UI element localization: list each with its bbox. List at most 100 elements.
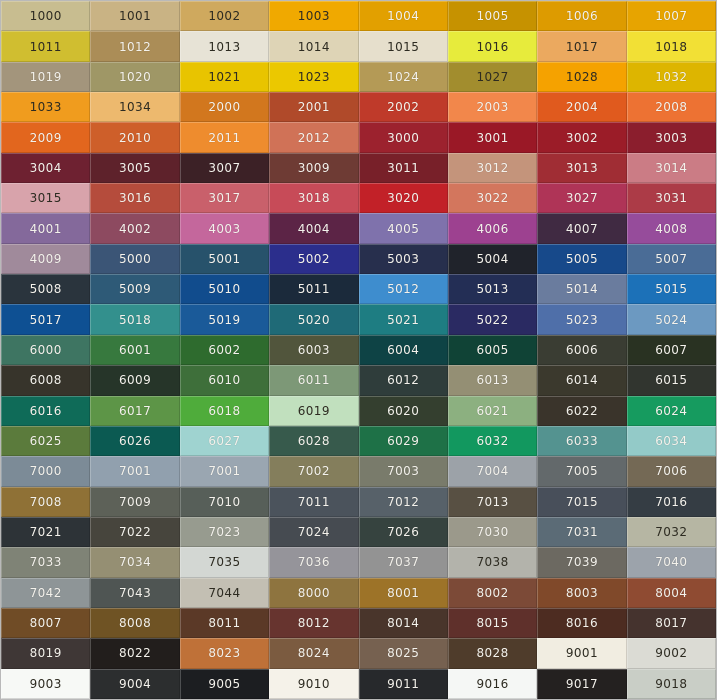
color-swatch-7042[interactable]: 7042: [1, 577, 91, 608]
color-swatch-1028[interactable]: 1028: [537, 61, 627, 93]
color-swatch-8004[interactable]: 8004: [626, 577, 716, 608]
color-swatch-3016[interactable]: 3016: [90, 183, 180, 214]
color-swatch-8016[interactable]: 8016: [537, 607, 627, 639]
color-swatch-1006[interactable]: 1006: [537, 1, 627, 32]
color-swatch-7022[interactable]: 7022: [90, 516, 180, 548]
color-swatch-7023[interactable]: 7023: [179, 516, 270, 548]
color-swatch-8024[interactable]: 8024: [269, 638, 359, 669]
color-swatch-7032[interactable]: 7032: [626, 516, 716, 548]
color-swatch-1015[interactable]: 1015: [358, 31, 448, 62]
color-swatch-3020[interactable]: 3020: [358, 183, 448, 214]
color-swatch-9011[interactable]: 9011: [358, 668, 448, 699]
color-swatch-3013[interactable]: 3013: [537, 152, 627, 184]
color-swatch-3022[interactable]: 3022: [447, 183, 538, 214]
color-swatch-7011[interactable]: 7011: [269, 486, 359, 517]
color-swatch-7021[interactable]: 7021: [1, 516, 91, 548]
color-swatch-5022[interactable]: 5022: [447, 304, 538, 335]
color-swatch-5014[interactable]: 5014: [537, 274, 627, 305]
color-swatch-1000[interactable]: 1000: [1, 1, 91, 32]
color-swatch-8000[interactable]: 8000: [269, 577, 359, 608]
color-swatch-6033[interactable]: 6033: [537, 425, 627, 457]
color-swatch-6009[interactable]: 6009: [90, 365, 180, 396]
color-swatch-9005[interactable]: 9005: [179, 668, 270, 699]
color-swatch-5001[interactable]: 5001: [179, 243, 270, 275]
color-swatch-1032[interactable]: 1032: [626, 61, 716, 93]
color-swatch-7024[interactable]: 7024: [269, 516, 359, 548]
color-swatch-7033[interactable]: 7033: [1, 547, 91, 578]
color-swatch-3002[interactable]: 3002: [537, 122, 627, 153]
color-swatch-1016[interactable]: 1016: [447, 31, 538, 62]
color-swatch-3011[interactable]: 3011: [358, 152, 448, 184]
color-swatch-6005[interactable]: 6005: [447, 334, 538, 366]
color-swatch-7036[interactable]: 7036: [269, 547, 359, 578]
color-swatch-1024[interactable]: 1024: [358, 61, 448, 93]
color-swatch-7037[interactable]: 7037: [358, 547, 448, 578]
color-swatch-6016[interactable]: 6016: [1, 395, 91, 426]
color-swatch-6000[interactable]: 6000: [1, 334, 91, 366]
color-swatch-1005[interactable]: 1005: [447, 1, 538, 32]
color-swatch-2003[interactable]: 2003: [447, 92, 538, 123]
color-swatch-4008[interactable]: 4008: [626, 213, 716, 244]
color-swatch-7031[interactable]: 7031: [537, 516, 627, 548]
color-swatch-1033[interactable]: 1033: [1, 92, 91, 123]
color-swatch-6004[interactable]: 6004: [358, 334, 448, 366]
color-swatch-7006[interactable]: 7006: [626, 456, 716, 487]
color-swatch-4003[interactable]: 4003: [179, 213, 270, 244]
color-swatch-1020[interactable]: 1020: [90, 61, 180, 93]
color-swatch-1011[interactable]: 1011: [1, 31, 91, 62]
color-swatch-9018[interactable]: 9018: [626, 668, 716, 699]
color-swatch-5023[interactable]: 5023: [537, 304, 627, 335]
color-swatch-8007[interactable]: 8007: [1, 607, 91, 639]
color-swatch-7010[interactable]: 7010: [179, 486, 270, 517]
color-swatch-7016[interactable]: 7016: [626, 486, 716, 517]
color-swatch-8011[interactable]: 8011: [179, 607, 270, 639]
color-swatch-7002[interactable]: 7002: [269, 456, 359, 487]
color-swatch-5000[interactable]: 5000: [90, 243, 180, 275]
color-swatch-3017[interactable]: 3017: [179, 183, 270, 214]
color-swatch-9016[interactable]: 9016: [447, 668, 538, 699]
color-swatch-2004[interactable]: 2004: [537, 92, 627, 123]
color-swatch-9004[interactable]: 9004: [90, 668, 180, 699]
color-swatch-4004[interactable]: 4004: [269, 213, 359, 244]
color-swatch-5021[interactable]: 5021: [358, 304, 448, 335]
color-swatch-7030[interactable]: 7030: [447, 516, 538, 548]
color-swatch-6003[interactable]: 6003: [269, 334, 359, 366]
color-swatch-2012[interactable]: 2012: [269, 122, 359, 153]
color-swatch-6002[interactable]: 6002: [179, 334, 270, 366]
color-swatch-6018[interactable]: 6018: [179, 395, 270, 426]
color-swatch-7009[interactable]: 7009: [90, 486, 180, 517]
color-swatch-2002[interactable]: 2002: [358, 92, 448, 123]
color-swatch-2000[interactable]: 2000: [179, 92, 270, 123]
color-swatch-7039[interactable]: 7039: [537, 547, 627, 578]
color-swatch-6026[interactable]: 6026: [90, 425, 180, 457]
color-swatch-5024[interactable]: 5024: [626, 304, 716, 335]
color-swatch-7008[interactable]: 7008: [1, 486, 91, 517]
color-swatch-8028[interactable]: 8028: [447, 638, 538, 669]
color-swatch-3027[interactable]: 3027: [537, 183, 627, 214]
color-swatch-1014[interactable]: 1014: [269, 31, 359, 62]
color-swatch-4001[interactable]: 4001: [1, 213, 91, 244]
color-swatch-1018[interactable]: 1018: [626, 31, 716, 62]
color-swatch-7012[interactable]: 7012: [358, 486, 448, 517]
color-swatch-1012[interactable]: 1012: [90, 31, 180, 62]
color-swatch-7040[interactable]: 7040: [626, 547, 716, 578]
color-swatch-4007[interactable]: 4007: [537, 213, 627, 244]
color-swatch-8008[interactable]: 8008: [90, 607, 180, 639]
color-swatch-2011[interactable]: 2011: [179, 122, 270, 153]
color-swatch-6021[interactable]: 6021: [447, 395, 538, 426]
color-swatch-5011[interactable]: 5011: [269, 274, 359, 305]
color-swatch-6024[interactable]: 6024: [626, 395, 716, 426]
color-swatch-1023[interactable]: 1023: [269, 61, 359, 93]
color-swatch-9017[interactable]: 9017: [537, 668, 627, 699]
color-swatch-4009[interactable]: 4009: [1, 243, 91, 275]
color-swatch-1007[interactable]: 1007: [626, 1, 716, 32]
color-swatch-5012[interactable]: 5012: [358, 274, 448, 305]
color-swatch-8014[interactable]: 8014: [358, 607, 448, 639]
color-swatch-3012[interactable]: 3012: [447, 152, 538, 184]
color-swatch-3018[interactable]: 3018: [269, 183, 359, 214]
color-swatch-7000[interactable]: 7000: [1, 456, 91, 487]
color-swatch-5005[interactable]: 5005: [537, 243, 627, 275]
color-swatch-4005[interactable]: 4005: [358, 213, 448, 244]
color-swatch-6019[interactable]: 6019: [269, 395, 359, 426]
color-swatch-8003[interactable]: 8003: [537, 577, 627, 608]
